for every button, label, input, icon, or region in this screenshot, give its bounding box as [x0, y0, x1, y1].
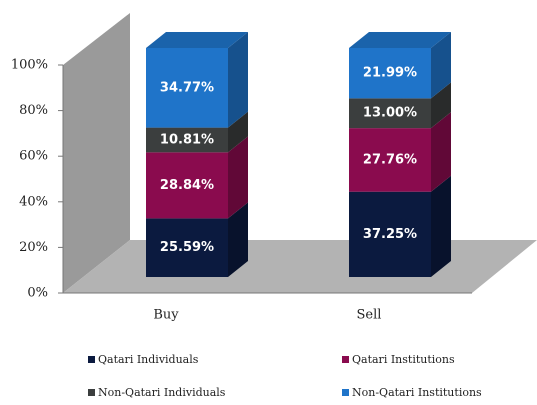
bar-segment	[349, 48, 431, 99]
legend-label: Qatari Institutions	[352, 353, 455, 366]
bar-segment	[146, 127, 228, 153]
legend-label: Qatari Individuals	[98, 353, 199, 366]
x-tick-label: Buy	[153, 308, 179, 323]
legend-label: Non-Qatari Institutions	[352, 386, 482, 399]
y-tick-label: 80%	[19, 103, 48, 118]
bar-segment	[349, 98, 431, 129]
y-tick-label: 0%	[27, 286, 48, 301]
y-tick-label: 100%	[11, 58, 48, 73]
legend-label: Non-Qatari Individuals	[98, 386, 226, 399]
value-label: 27.76%	[363, 152, 417, 167]
bar-side	[228, 111, 248, 153]
legend-swatch	[88, 389, 95, 396]
y-tick-label: 40%	[19, 194, 48, 209]
bar-side	[431, 32, 451, 99]
bar-side	[228, 31, 248, 128]
legend-swatch	[342, 356, 349, 363]
bar-side	[228, 202, 248, 277]
value-label: 25.59%	[160, 240, 214, 255]
bar-side	[431, 112, 451, 192]
bar-side	[228, 136, 248, 219]
value-label: 21.99%	[363, 66, 417, 81]
bar-segment	[349, 128, 431, 192]
value-label: 34.77%	[160, 80, 214, 95]
bar-segment	[146, 47, 228, 128]
value-label: 13.00%	[363, 106, 417, 121]
bar-segment	[146, 218, 228, 277]
bar-side	[431, 82, 451, 129]
value-label: 28.84%	[160, 178, 214, 193]
bar-side	[431, 175, 451, 277]
value-label: 10.81%	[160, 132, 214, 147]
y-tick-label: 20%	[19, 240, 48, 255]
floor	[63, 240, 537, 293]
legend-swatch	[88, 356, 95, 363]
y-tick-label: 60%	[19, 149, 48, 164]
bar-segment	[146, 152, 228, 219]
legend-swatch	[342, 389, 349, 396]
bar-segment	[349, 191, 431, 277]
x-tick-label: Sell	[357, 308, 382, 323]
bar-top	[146, 31, 248, 48]
bar-top	[349, 32, 451, 48]
value-label: 37.25%	[363, 227, 417, 242]
back-wall	[63, 13, 130, 293]
